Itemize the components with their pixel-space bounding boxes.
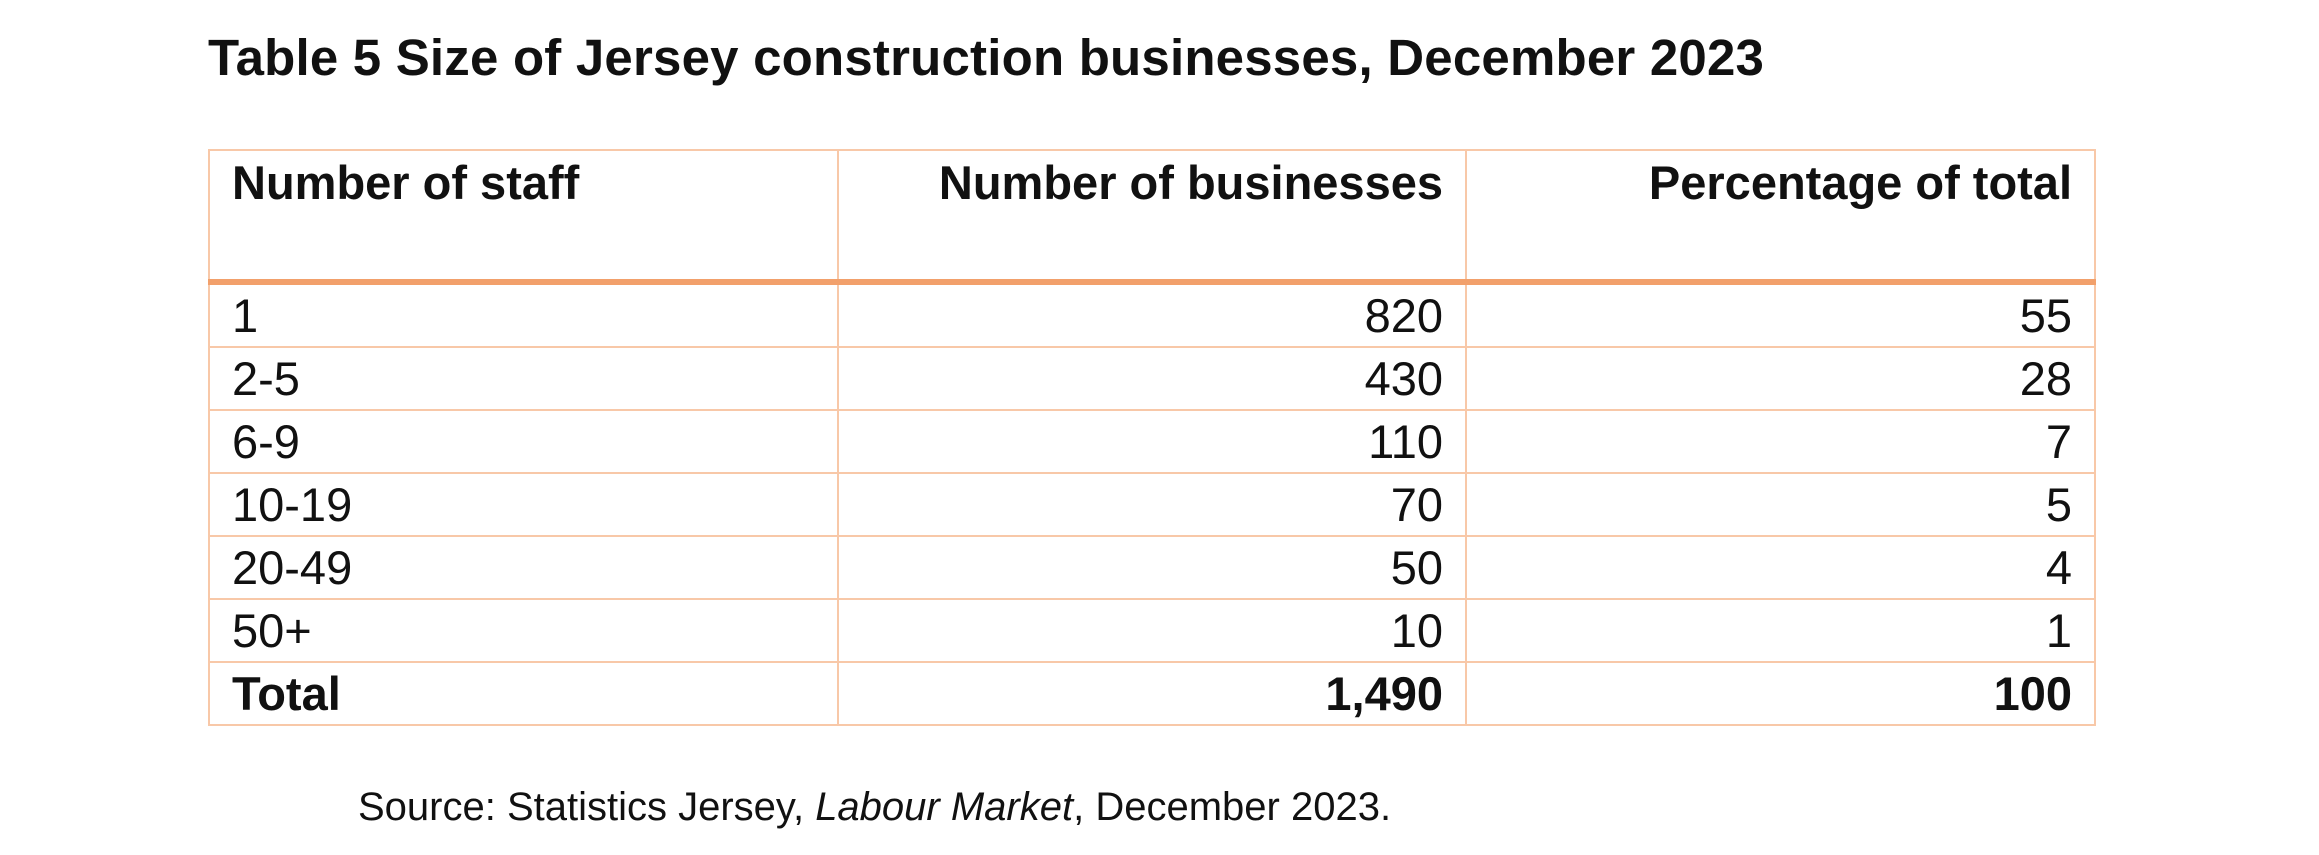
table-title: Table 5 Size of Jersey construction busi… — [208, 29, 1765, 86]
table-total-row: Total 1,490 100 — [208, 661, 2096, 726]
cell-staff-band: 10-19 — [208, 472, 839, 537]
table-row: 20-49 50 4 — [208, 535, 2096, 600]
cell-staff-band: 2-5 — [208, 346, 839, 411]
cell-businesses: 110 — [837, 409, 1467, 474]
cell-businesses: 70 — [837, 472, 1467, 537]
cell-percentage: 28 — [1465, 346, 2096, 411]
cell-businesses: 820 — [837, 281, 1467, 348]
source-publication: Labour Market — [815, 785, 1074, 829]
cell-percentage: 4 — [1465, 535, 2096, 600]
construction-business-size-table: Number of staff Number of businesses Per… — [208, 149, 2096, 726]
cell-total-label: Total — [208, 661, 839, 726]
cell-total-businesses: 1,490 — [837, 661, 1467, 726]
column-header-number-of-businesses: Number of businesses — [837, 149, 1467, 285]
table-row: 10-19 70 5 — [208, 472, 2096, 537]
cell-staff-band: 50+ — [208, 598, 839, 663]
table-row: 2-5 430 28 — [208, 346, 2096, 411]
cell-businesses: 10 — [837, 598, 1467, 663]
cell-percentage: 55 — [1465, 281, 2096, 348]
cell-percentage: 5 — [1465, 472, 2096, 537]
source-note: Source: Statistics Jersey, Labour Market… — [358, 785, 1391, 830]
cell-staff-band: 20-49 — [208, 535, 839, 600]
column-header-number-of-staff: Number of staff — [208, 149, 839, 285]
cell-staff-band: 6-9 — [208, 409, 839, 474]
table-row: 50+ 10 1 — [208, 598, 2096, 663]
cell-percentage: 1 — [1465, 598, 2096, 663]
table-header-row: Number of staff Number of businesses Per… — [208, 149, 2096, 285]
cell-staff-band: 1 — [208, 281, 839, 348]
source-prefix: Source: Statistics Jersey, — [358, 785, 816, 829]
cell-total-percentage: 100 — [1465, 661, 2096, 726]
cell-businesses: 430 — [837, 346, 1467, 411]
cell-percentage: 7 — [1465, 409, 2096, 474]
table-row: 1 820 55 — [208, 281, 2096, 348]
table-row: 6-9 110 7 — [208, 409, 2096, 474]
source-suffix: , December 2023. — [1073, 785, 1392, 829]
cell-businesses: 50 — [837, 535, 1467, 600]
column-header-percentage-of-total: Percentage of total — [1465, 149, 2096, 285]
